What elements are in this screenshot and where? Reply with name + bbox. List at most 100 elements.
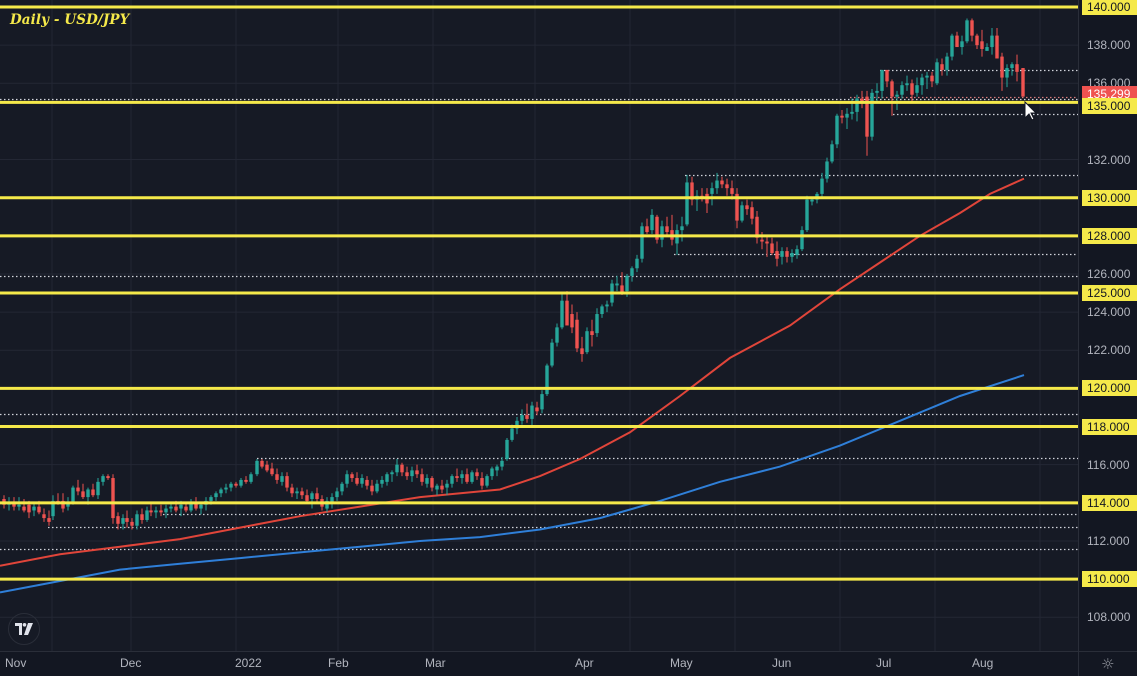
candle (800, 230, 804, 250)
candle (965, 20, 969, 42)
candle (390, 472, 394, 475)
candle (485, 476, 489, 486)
candle (475, 472, 479, 477)
price-label: 118.000 (1082, 418, 1137, 435)
candle (1021, 68, 1025, 97)
candle (32, 506, 36, 511)
candle (850, 111, 854, 114)
candle (335, 491, 339, 498)
candle (135, 514, 139, 526)
price-label: 140.000 (1082, 0, 1137, 15)
candle (855, 98, 859, 112)
candle (27, 504, 31, 513)
candle (910, 83, 914, 95)
candle (975, 35, 979, 46)
price-label: 110.000 (1082, 571, 1137, 588)
price-plot[interactable] (0, 0, 1078, 651)
candle (655, 216, 659, 240)
candle (149, 510, 153, 513)
candle (820, 178, 824, 194)
time-axis[interactable]: Nov Dec 2022 Feb Mar Apr May Jun Jul Aug (0, 651, 1078, 676)
dotted-levels (0, 69, 1078, 551)
candle (830, 144, 834, 162)
price-label: 108.000 (1087, 610, 1131, 625)
candle (880, 69, 884, 91)
tradingview-logo-icon[interactable] (8, 613, 40, 645)
candle (835, 115, 839, 145)
moving-average-line (0, 374, 1025, 594)
candle (22, 506, 26, 511)
candle (76, 487, 80, 492)
candle (420, 474, 424, 482)
candle (425, 478, 429, 484)
candle (510, 428, 514, 440)
candle (865, 96, 869, 137)
candle (174, 506, 178, 511)
chart-title: Daily - USD/JPY (10, 12, 130, 28)
candle (330, 497, 334, 503)
candle (795, 249, 799, 255)
candle (121, 518, 125, 524)
time-label: Jun (772, 656, 792, 670)
candle (275, 474, 279, 480)
candle (945, 56, 949, 70)
candle (66, 502, 70, 507)
candle (445, 483, 449, 488)
candle (440, 485, 444, 490)
price-label: 112.000 (1087, 533, 1130, 548)
candle (325, 500, 329, 509)
candle (685, 182, 689, 225)
candle (875, 90, 879, 93)
candle (42, 514, 46, 519)
candle (645, 226, 649, 233)
mouse-cursor-icon (1024, 100, 1038, 121)
candle (415, 470, 419, 475)
candle (760, 239, 764, 242)
moving-average-line (0, 177, 1025, 567)
candle (500, 460, 504, 467)
candle (209, 497, 213, 501)
candle (480, 478, 484, 486)
candle (400, 464, 404, 473)
candle (1000, 56, 1004, 78)
candle (260, 460, 264, 467)
candle (870, 92, 874, 137)
candle (995, 35, 999, 59)
candle (545, 365, 549, 395)
candle (365, 479, 369, 486)
price-axis[interactable]: 140.000 138.000 136.000 135.299 135.000 132.0… (1078, 0, 1137, 651)
candle (460, 474, 464, 479)
candle (125, 518, 129, 522)
candle (780, 251, 784, 257)
candle (580, 348, 584, 355)
candle (710, 188, 714, 194)
price-label: 125.000 (1082, 285, 1137, 302)
candle (101, 476, 105, 482)
price-label: 124.000 (1087, 305, 1131, 320)
candle (785, 251, 789, 257)
candle (515, 420, 519, 429)
candle (300, 491, 304, 496)
price-label: 132.000 (1087, 152, 1131, 167)
candle (570, 314, 574, 328)
candle (640, 226, 644, 259)
candle (179, 504, 183, 509)
horizontal-levels[interactable] (0, 5, 1078, 581)
gear-icon[interactable]: ☼ (1101, 655, 1115, 673)
candle (890, 81, 894, 97)
candle (605, 304, 609, 307)
candle (189, 502, 193, 511)
candle (37, 506, 41, 513)
candle (535, 407, 539, 412)
candle (885, 69, 889, 82)
price-label: 116.000 (1087, 457, 1130, 472)
candle (935, 62, 939, 84)
candle (810, 199, 814, 202)
price-label: 122.000 (1087, 343, 1131, 358)
settings-corner[interactable]: ☼ (1078, 651, 1137, 676)
candle (380, 479, 384, 484)
time-label: Apr (575, 656, 594, 670)
time-label: Mar (425, 656, 446, 670)
grid-lines (0, 0, 1078, 651)
